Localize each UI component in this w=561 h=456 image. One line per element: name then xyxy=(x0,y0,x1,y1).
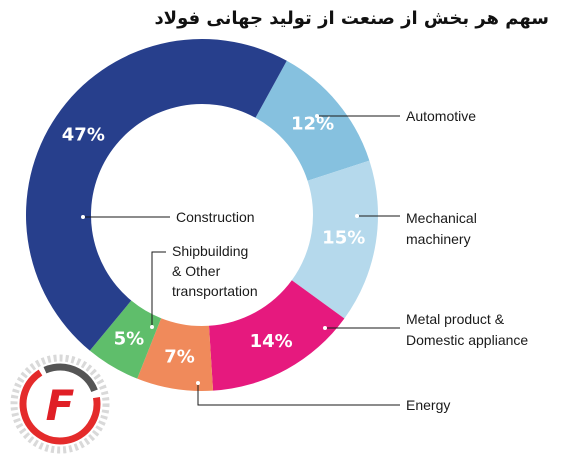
chart-title: سهم هر بخش از صنعت از تولید جهانی فولاد xyxy=(154,8,549,29)
percent-label-automotive: 12% xyxy=(291,114,334,135)
leader-dot-mechanical xyxy=(355,214,359,218)
label-mechanical-line1: Mechanical xyxy=(406,210,477,226)
leader-dot-construction xyxy=(81,215,85,219)
percent-label-shipbuilding-other-transportation: 5% xyxy=(114,329,145,350)
leader-line-energy xyxy=(197,385,400,406)
company-logo: F xyxy=(10,354,110,454)
slice-shipbuilding-other-transportation xyxy=(89,300,162,379)
label-mechanical-line2: machinery xyxy=(406,231,471,247)
percent-label-mechanical-machinery: 15% xyxy=(322,227,365,248)
label-shipbuilding-line3: transportation xyxy=(172,283,258,299)
slice-percent-labels: 12% 15% 14% 7% 5% 47% xyxy=(62,114,366,368)
label-metal-line1: Metal product & xyxy=(406,311,505,327)
percent-label-metal-product-domestic-appliance: 14% xyxy=(250,331,293,352)
leader-dot-energy xyxy=(196,381,200,385)
logo-red-ring xyxy=(19,363,101,445)
leader-lines xyxy=(81,114,400,406)
slice-construction xyxy=(26,39,287,351)
leader-dot-shipbuilding xyxy=(150,325,154,329)
label-shipbuilding-line1: Shipbuilding xyxy=(172,243,248,259)
percent-label-construction: 47% xyxy=(62,124,105,145)
label-metal-line2: Domestic appliance xyxy=(406,332,528,348)
label-automotive: Automotive xyxy=(406,108,476,124)
donut-slices xyxy=(26,39,378,391)
leader-dot-automotive xyxy=(315,114,319,118)
slice-energy xyxy=(137,318,214,391)
logo-gray-ring xyxy=(19,363,101,445)
slice-automotive xyxy=(255,60,370,181)
label-shipbuilding-line2: & Other xyxy=(172,263,221,279)
slice-metal-product-domestic-appliance xyxy=(208,280,345,391)
logo-outer-ring xyxy=(10,354,110,454)
label-energy: Energy xyxy=(406,397,450,413)
logo-letter-icon: F xyxy=(46,381,75,430)
leader-line-shipbuilding xyxy=(151,251,166,325)
label-construction: Construction xyxy=(176,209,255,225)
percent-label-energy: 7% xyxy=(164,347,195,368)
slice-mechanical-machinery xyxy=(291,160,378,319)
leader-dot-metal xyxy=(323,326,327,330)
